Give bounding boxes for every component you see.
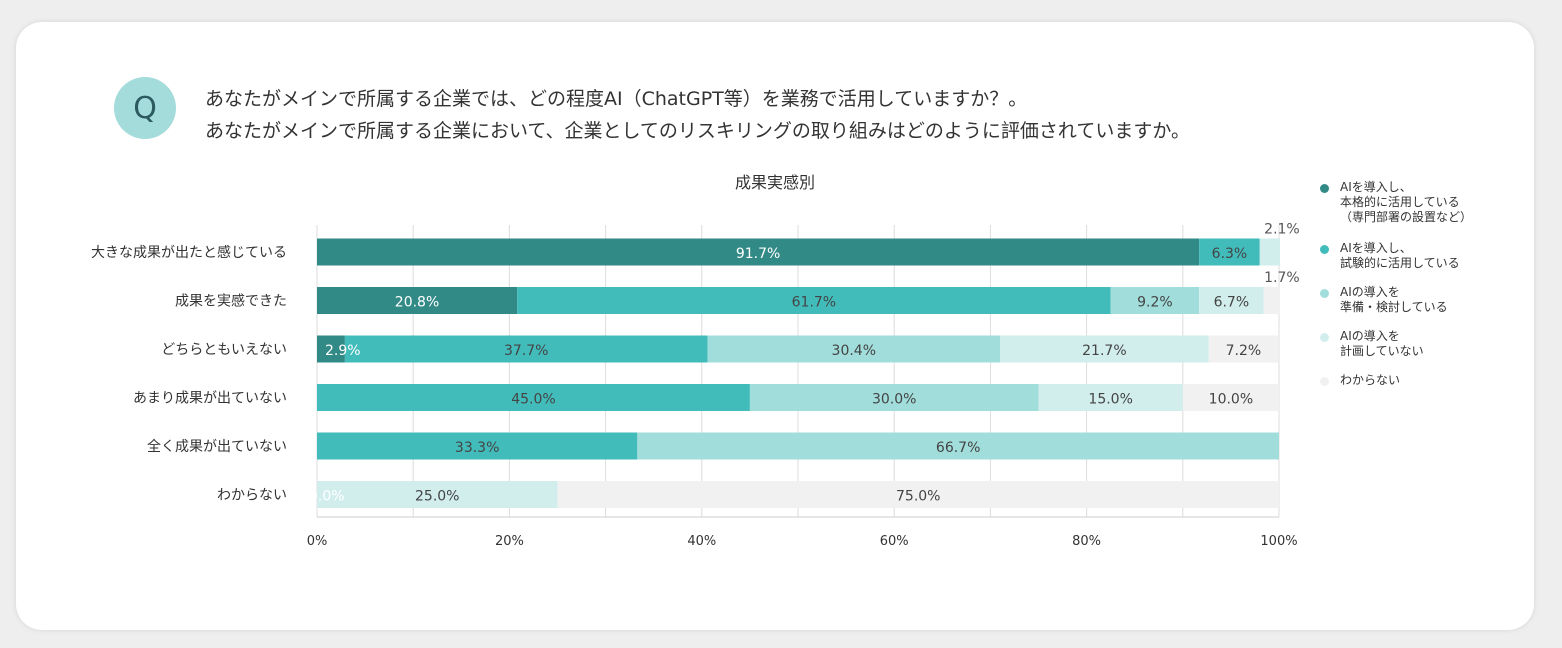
data-label: 66.7%	[936, 440, 980, 456]
bar-segment	[344, 335, 708, 363]
legend-item: AIの導入を 計画していない	[1318, 329, 1548, 359]
bar-segment	[707, 335, 1001, 363]
bar-segment	[1208, 335, 1279, 363]
bar-segment	[1110, 287, 1200, 314]
bar-segment	[1263, 287, 1280, 314]
survey-card	[16, 22, 1534, 630]
legend-label: わからない	[1340, 373, 1401, 387]
bar-segment	[1199, 238, 1260, 266]
x-tick-label: 20%	[495, 534, 524, 549]
data-label: 9.2%	[1137, 295, 1173, 311]
legend-label: AIの導入を 準備・検討している	[1340, 285, 1448, 314]
bar-segment	[317, 432, 638, 460]
bar-segment	[317, 335, 345, 363]
legend-item: AIの導入を 準備・検討している	[1318, 285, 1548, 315]
legend-swatch	[1320, 377, 1329, 386]
data-label: 30.4%	[832, 343, 876, 359]
category-label: あまり成果が出ていない	[133, 391, 287, 407]
data-label: 45.0%	[511, 392, 555, 408]
data-label: 2.9%	[325, 343, 361, 359]
legend-swatch	[1320, 245, 1329, 254]
bar-segment	[637, 432, 1279, 460]
category-label: わからない	[217, 488, 287, 504]
bar-segment	[1259, 238, 1280, 266]
legend-label: AIを導入し、 試験的に活用している	[1340, 241, 1460, 270]
bar-segment	[1000, 335, 1209, 363]
bar-segment	[317, 238, 1200, 266]
bar-segment	[317, 384, 750, 411]
data-label: 15.0%	[1088, 392, 1132, 408]
data-label: 37.7%	[504, 343, 548, 359]
question-line-2: あなたがメインで所属する企業において、企業としてのリスキリングの取り組みはどのよ…	[205, 120, 1190, 142]
data-label: 30.0%	[872, 392, 916, 408]
legend-item: わからない	[1318, 373, 1548, 388]
x-tick-label: 0%	[307, 534, 328, 549]
data-label: 1.7%	[1264, 270, 1300, 286]
legend-label: AIの導入を 計画していない	[1340, 329, 1424, 358]
bar-segment	[317, 287, 518, 314]
data-label: 61.7%	[792, 295, 836, 311]
x-tick-label: 40%	[687, 534, 716, 549]
data-label: 6.3%	[1212, 246, 1248, 262]
x-tick-label: 100%	[1260, 534, 1297, 549]
data-label: 25.0%	[415, 489, 459, 505]
bar-segment	[557, 481, 1279, 508]
chart-title: 成果実感別	[735, 173, 815, 192]
bar-segment	[517, 287, 1111, 314]
category-label: 全く成果が出ていない	[147, 438, 287, 455]
question-badge: Q	[114, 77, 176, 139]
bar-segment	[1182, 384, 1279, 411]
data-label: 21.7%	[1082, 343, 1126, 359]
data-label: 2.1%	[1264, 222, 1300, 238]
chart-legend: AIを導入し、 本格的に活用している （専門部署の設置など） AIを導入し、 試験…	[1318, 180, 1548, 402]
x-tick-label: 80%	[1072, 534, 1101, 549]
data-label: 33.3%	[455, 440, 499, 456]
legend-item: AIを導入し、 試験的に活用している	[1318, 241, 1548, 271]
legend-swatch	[1320, 184, 1329, 193]
legend-swatch	[1320, 289, 1329, 298]
data-label: 20.8%	[395, 295, 439, 311]
question-line-1: あなたがメインで所属する企業では、どの程度AI（ChatGPT等）を業務で活用し…	[205, 88, 1028, 110]
data-label: 10.0%	[1209, 392, 1253, 408]
category-label: どちらともいえない	[161, 342, 287, 358]
legend-label: AIを導入し、 本格的に活用している （専門部署の設置など）	[1340, 180, 1473, 224]
data-label: 0.0%	[309, 489, 345, 505]
category-label: 成果を実感できた	[175, 293, 287, 310]
bar-segment	[1038, 384, 1183, 411]
x-tick-label: 60%	[880, 534, 909, 549]
bar-segment	[317, 481, 558, 508]
bar-segment	[749, 384, 1039, 411]
data-label: 75.0%	[896, 489, 940, 505]
legend-item: AIを導入し、 本格的に活用している （専門部署の設置など）	[1318, 180, 1548, 225]
bar-segment	[1199, 287, 1264, 314]
category-label: 大きな成果が出たと感じている	[91, 244, 287, 261]
data-label: 7.2%	[1226, 343, 1262, 359]
data-label: 91.7%	[736, 246, 780, 262]
legend-swatch	[1320, 333, 1329, 342]
data-label: 6.7%	[1214, 295, 1250, 311]
